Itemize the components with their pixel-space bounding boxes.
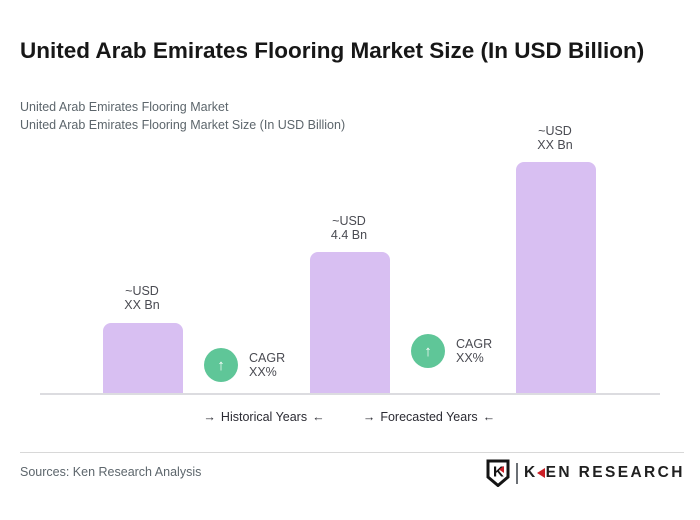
cagr-up-arrow-icon: ↑ [411,334,445,368]
bar-forecast [516,162,596,394]
right-arrow-icon: → [362,410,376,424]
chart-subtitle: United Arab Emirates Flooring Market Uni… [20,98,580,134]
subtitle-line-1: United Arab Emirates Flooring Market [20,100,229,114]
axis-label-text: Historical Years [220,410,308,424]
bar-historical-start [103,323,183,394]
bar-label-base-year: ~USD 4.4 Bn [294,214,404,242]
axis-label-text: Forecasted Years [380,410,478,424]
bar-label-line: 4.4 Bn [330,228,368,242]
bar-label-historical-start: ~USD XX Bn [87,284,197,312]
cagr-value: XX% [249,365,277,379]
x-axis-line [40,393,660,395]
up-arrow-glyph: ↑ [217,356,225,374]
bar-label-line: XX Bn [124,298,160,312]
logo-letter-k: K [524,464,538,481]
left-arrow-icon: ← [312,410,325,424]
cagr-value: XX% [456,351,484,365]
cagr-up-arrow-icon: ↑ [204,348,238,382]
logo-word-rest: EN RESEARCH [545,464,685,481]
bar-label-line: ~USD [125,284,159,298]
up-arrow-glyph: ↑ [424,342,432,360]
logo-wordmark: K EN RESEARCH [524,464,685,482]
cagr-annotation-historical: ↑ CAGR XX% [204,348,285,382]
cagr-label: CAGR [249,351,286,365]
logo-separator [516,462,518,484]
bar-label-line: XX Bn [537,138,573,152]
bar-base-year [310,252,390,394]
left-arrow-icon: ← [482,410,496,424]
footer-divider [20,452,684,453]
bar-label-line: ~USD [332,214,366,228]
ken-research-shield-icon: K [486,459,510,487]
cagr-text: CAGR XX% [456,337,492,365]
page-title: United Arab Emirates Flooring Market Siz… [20,38,645,64]
sources-text: Sources: Ken Research Analysis [20,465,202,479]
cagr-label: CAGR [456,337,493,351]
bar-label-line: ~USD [538,124,572,138]
axis-label-historical-years: → Historical Years ← [154,410,374,424]
svg-text:K: K [493,464,504,481]
axis-label-forecasted-years: → Forecasted Years ← [319,410,539,424]
subtitle-line-2: United Arab Emirates Flooring Market Siz… [20,118,346,132]
cagr-annotation-forecast: ↑ CAGR XX% [411,334,492,368]
right-arrow-icon: → [203,410,216,424]
logo-red-triangle-icon [536,468,545,478]
bar-label-forecast: ~USD XX Bn [500,124,610,152]
cagr-text: CAGR XX% [249,351,285,379]
ken-research-logo: K K EN RESEARCH [486,459,685,487]
